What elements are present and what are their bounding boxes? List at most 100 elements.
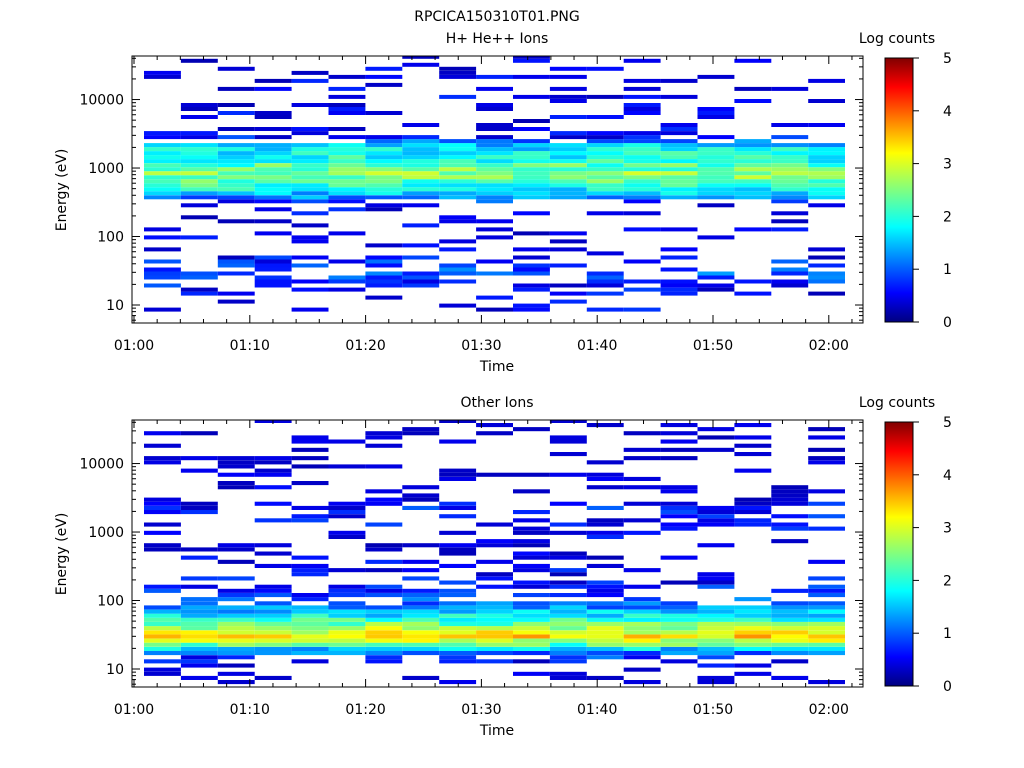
heatmap-cell [771, 634, 809, 639]
heatmap-cell [771, 651, 809, 656]
heatmap-cell [217, 609, 255, 614]
heatmap-cell [365, 283, 403, 288]
heatmap-cell [439, 143, 477, 148]
heatmap-cell [439, 167, 477, 172]
heatmap-cell [144, 183, 181, 188]
heatmap-cell [660, 617, 698, 622]
heatmap-cell [291, 235, 329, 240]
heatmap-cell [660, 183, 698, 188]
heatmap-cell [254, 642, 292, 647]
heatmap-cell [365, 642, 403, 647]
heatmap-cell [365, 259, 403, 264]
heatmap-cell [365, 171, 403, 176]
heatmap-cell [254, 456, 292, 461]
heatmap-cell [660, 613, 698, 618]
heatmap-cell [328, 275, 366, 280]
heatmap-cell [217, 472, 255, 477]
heatmap-cell [402, 576, 440, 581]
heatmap-cell [365, 638, 403, 643]
heatmap-cell [402, 135, 440, 140]
heatmap-cell [439, 183, 477, 188]
heatmap-cell [291, 239, 329, 244]
heatmap-cell [254, 195, 292, 200]
heatmap-cell [217, 191, 255, 196]
heatmap-cell [291, 78, 329, 83]
heatmap-cell [586, 155, 624, 160]
heatmap-cell [254, 543, 292, 548]
heatmap-cell [180, 501, 218, 506]
heatmap-cell [771, 526, 809, 531]
heatmap-cell [549, 74, 587, 79]
heatmap-cell [734, 617, 772, 622]
heatmap-cell [697, 510, 735, 515]
heatmap-cell [697, 183, 735, 188]
heatmap-cell [328, 501, 366, 506]
heatmap-cell [144, 159, 181, 164]
heatmap-cell [180, 58, 218, 63]
heatmap-cell [144, 617, 181, 622]
heatmap-cell [549, 143, 587, 148]
heatmap-cell [623, 447, 661, 452]
heatmap-cell [808, 163, 845, 168]
heatmap-cell [180, 275, 218, 280]
heatmap-cell [217, 151, 255, 156]
heatmap-cell [697, 187, 735, 192]
heatmap-cell [549, 247, 587, 252]
heatmap-cell [217, 613, 255, 618]
heatmap-cell [291, 151, 329, 156]
heatmap-cell [365, 255, 403, 260]
heatmap-cell [365, 203, 403, 208]
heatmap-cell [365, 497, 403, 502]
heatmap-cell [476, 539, 513, 544]
heatmap-cell [660, 609, 698, 614]
heatmap-cell [291, 439, 329, 444]
y-axis-label: Energy (eV) [54, 513, 70, 596]
heatmap-cell [180, 630, 218, 635]
heatmap-cell [217, 135, 255, 140]
heatmap-cell [180, 584, 218, 589]
heatmap-cell [439, 501, 477, 506]
heatmap-cell [439, 505, 477, 510]
heatmap-cell [549, 291, 587, 296]
heatmap-cell [549, 630, 587, 635]
heatmap-cell [513, 155, 550, 160]
colorbar-tick-label: 2 [943, 209, 952, 225]
heatmap-cell [586, 143, 624, 148]
heatmap-cell [217, 183, 255, 188]
heatmap-cell [623, 259, 661, 264]
x-tick-label: 02:00 [809, 702, 849, 718]
heatmap-cell [476, 601, 513, 606]
heatmap-cell [734, 291, 772, 296]
panel-bottom: Other Ions 01:00 01:10 01:20 01:30 01:40 01:5… [54, 395, 952, 739]
heatmap-cell [402, 147, 440, 152]
heatmap-cell [365, 543, 403, 548]
heatmap-cell [439, 66, 477, 71]
heatmap-cell [513, 255, 550, 260]
heatmap-cell [586, 283, 624, 288]
heatmap-cell [365, 501, 403, 506]
heatmap-cell [476, 259, 513, 264]
heatmap-cell [180, 135, 218, 140]
panel-title: Other Ions [460, 395, 533, 411]
heatmap-cell [697, 159, 735, 164]
heatmap-cell [808, 291, 845, 296]
heatmap-cell [180, 171, 218, 176]
heatmap-cell [586, 617, 624, 622]
heatmap-cell [180, 159, 218, 164]
heatmap-cell [217, 187, 255, 192]
colorbar-tick-label: 3 [943, 157, 952, 173]
heatmap-cell [254, 111, 292, 115]
y-tick-label: 1000 [88, 161, 124, 177]
heatmap-cell [734, 167, 772, 172]
heatmap-cell [217, 163, 255, 168]
heatmap-cell [402, 255, 440, 260]
heatmap-cell [439, 147, 477, 152]
heatmap-cell [144, 171, 181, 176]
heatmap-cell [660, 171, 698, 176]
heatmap-cell [217, 588, 255, 593]
heatmap-cell [697, 191, 735, 196]
x-tick-label: 01:10 [230, 338, 270, 354]
x-tick-label: 02:00 [809, 338, 849, 354]
heatmap-cell [180, 597, 218, 602]
heatmap-cell [808, 435, 845, 440]
